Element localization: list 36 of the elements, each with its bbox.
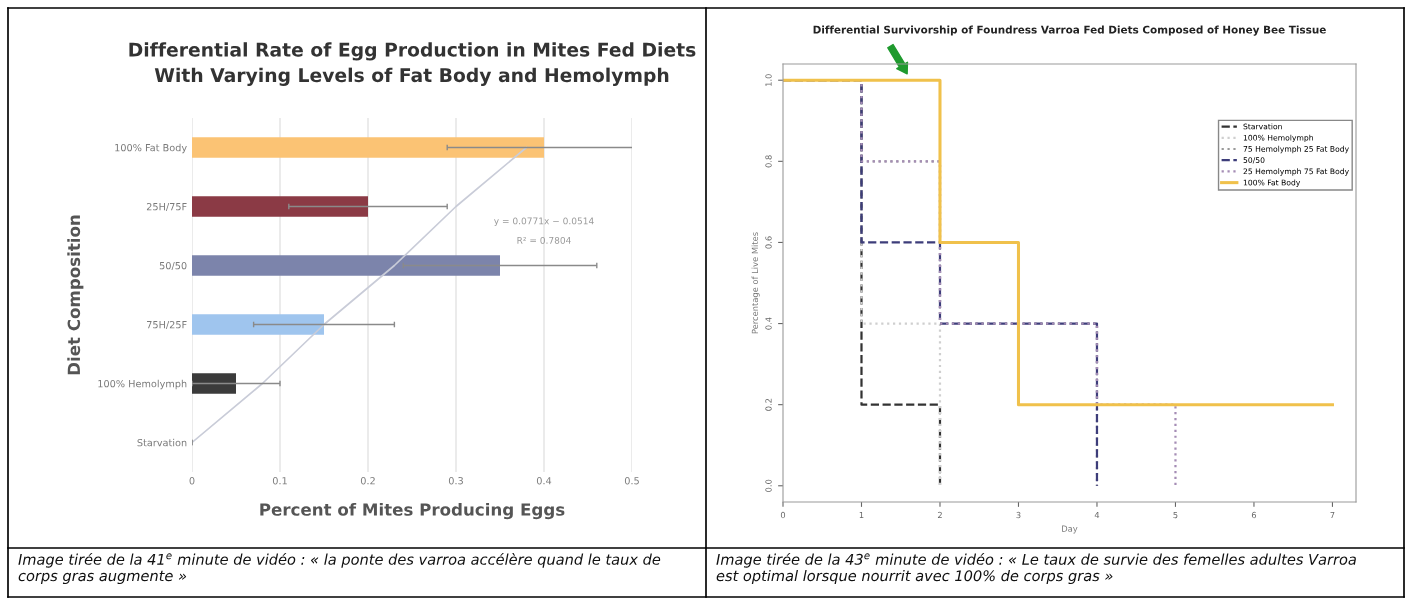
y-tick-label: 0.8 [765,155,772,168]
y-axis-title: Percentage of Live Mites [751,232,760,334]
x-tick-label: 0.5 [624,477,639,485]
x-tick-label: 4 [1094,511,1100,519]
y-tick-label: 50/50 [159,261,187,271]
chart-title: Differential Rate of Egg Production in Mites Fed Diets With Varying Levels of Fat Body and Hemolymph [129,42,696,86]
x-tick-label: 0.1 [272,477,287,485]
x-tick-label: 0 [780,511,786,519]
x-tick-label: 1 [859,511,864,519]
y-tick-label: 100% Fat Body [115,143,187,154]
x-tick-label: 0.2 [360,477,375,485]
x-tick-label: 0.3 [448,477,463,485]
x-tick-label: 7 [1330,511,1335,519]
y-tick-label: 100% Hemolymph [98,379,187,390]
annotation: R² = 0.7804 [517,236,571,244]
x-axis-title: Day [1062,525,1078,534]
x-tick-label: 0.4 [536,477,552,485]
text: Image tirée de la 41$^{e}$ minute de vidéo : « la ponte des varroa accélère quand le taux de corps gras augmente » [18,553,661,585]
x-tick-label: 2 [937,511,942,519]
y-tick-label: 1.0 [765,74,772,86]
text: Image tirée de la 43$^{e}$ minute de vidéo : « Le taux de survie des femelles adultes Varroa est optimal lorsque nourrit avec 100% de corps gras » [716,553,1356,585]
y-tick-label: 25H/75F [146,202,187,212]
y-tick-label: 0.2 [765,398,772,411]
x-axis-title: Percent of Mites Producing Eggs [260,502,565,520]
chart-title: Differential Survivorship of Foundress Varroa Fed Diets Composed of Honey Bee Tissue [813,25,1326,36]
y-tick-label: Starvation [137,438,187,447]
annotation: y = 0.0771x − 0.0514 [494,217,594,227]
y-tick-label: 0.4 [765,317,772,330]
y-tick-label: 75H/25F [147,320,187,330]
y-axis-title: Diet Composition [67,215,84,375]
y-tick-label: 0.0 [765,479,772,492]
x-tick-label: 3 [1016,511,1021,519]
x-tick-label: 5 [1173,511,1178,519]
x-tick-label: 6 [1251,511,1257,519]
x-tick-label: 0 [189,477,195,485]
y-tick-label: 0.6 [765,236,772,249]
